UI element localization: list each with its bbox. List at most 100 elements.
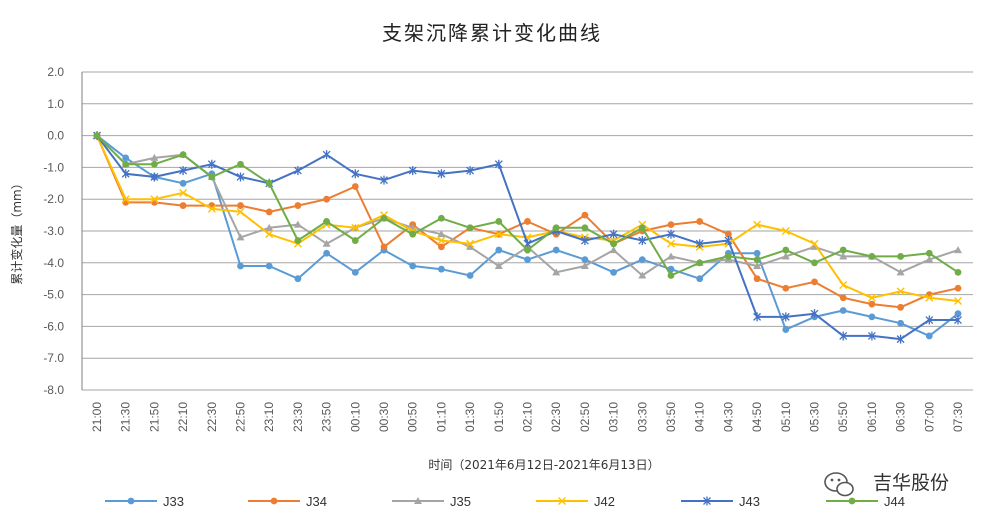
data-point (179, 188, 188, 197)
series-line (96, 134, 959, 337)
data-point (897, 253, 904, 260)
data-point (868, 253, 876, 260)
data-point (524, 218, 531, 225)
data-point (954, 284, 962, 292)
x-tick-label: 06:10 (865, 402, 879, 432)
x-tick-label: 00:30 (377, 402, 391, 432)
data-point (121, 169, 130, 179)
data-point (667, 252, 675, 260)
x-tick-label: 04:50 (750, 402, 764, 432)
series-j33 (93, 132, 962, 340)
data-point (725, 230, 732, 238)
data-point (494, 230, 503, 239)
series-j34 (93, 132, 962, 311)
data-point (638, 236, 647, 246)
series-layer (93, 131, 962, 344)
data-point (466, 224, 474, 232)
data-point (207, 159, 216, 169)
data-point (265, 262, 273, 270)
legend-item-j44: J44 (826, 494, 905, 509)
y-tick-label: 2.0 (47, 65, 64, 79)
data-point (810, 309, 819, 319)
data-point (925, 332, 933, 340)
data-point (466, 239, 475, 248)
data-point (667, 229, 675, 239)
data-point (954, 315, 962, 325)
data-point (609, 246, 618, 254)
data-point (495, 218, 503, 225)
watermark: 吉华股份 (824, 472, 949, 497)
data-point (495, 246, 503, 254)
data-point (610, 268, 617, 276)
x-tick-label: 23:50 (320, 402, 334, 432)
data-point (437, 169, 446, 179)
data-point (294, 237, 302, 244)
data-point (466, 272, 474, 279)
data-point (236, 207, 245, 216)
data-point (265, 179, 273, 187)
data-point (558, 497, 566, 505)
data-point (237, 202, 244, 209)
x-tick-label: 23:30 (291, 402, 305, 432)
data-point (408, 166, 417, 176)
data-point (867, 331, 876, 341)
x-tick-label: 03:50 (664, 402, 678, 432)
x-tick-label: 05:50 (836, 402, 850, 432)
data-point (409, 262, 417, 270)
data-point (810, 239, 819, 248)
data-point (581, 211, 589, 219)
legend: J33 J34 J35 J42 J43 J44 (105, 494, 905, 509)
data-point (380, 175, 388, 185)
legend-label: J33 (163, 494, 184, 509)
data-point (925, 249, 933, 257)
series-line (96, 134, 959, 277)
y-tick-label: -6.0 (43, 319, 64, 333)
data-point (121, 195, 130, 204)
data-point (208, 173, 216, 181)
data-point (414, 497, 422, 504)
data-point (409, 230, 417, 238)
data-point (524, 256, 531, 264)
data-point (270, 497, 278, 505)
data-point (351, 169, 360, 179)
x-tick-label: 05:10 (779, 402, 793, 432)
data-point (782, 284, 790, 292)
x-tick-label: 03:30 (635, 402, 649, 432)
data-point (667, 272, 675, 279)
data-point (438, 214, 445, 222)
x-tick-label: 21:00 (90, 402, 104, 432)
data-point (868, 300, 876, 308)
data-point (179, 179, 187, 187)
legend-item-j33: J33 (105, 494, 184, 509)
data-point (265, 230, 274, 239)
data-point (638, 256, 646, 264)
x-tick-label: 04:10 (693, 402, 707, 432)
data-point (839, 294, 847, 302)
data-point (438, 243, 445, 251)
legend-item-j35: J35 (392, 494, 471, 509)
data-point (294, 275, 302, 283)
data-point (524, 246, 531, 254)
y-tick-label: -8.0 (43, 383, 64, 397)
data-point (703, 496, 711, 506)
legend-item-j43: J43 (681, 494, 760, 509)
data-point (580, 261, 589, 269)
data-point (437, 230, 446, 238)
y-tick-label: -4.0 (43, 256, 64, 270)
data-point (695, 239, 704, 249)
data-point (438, 265, 445, 273)
data-point (294, 202, 302, 209)
data-point (696, 218, 704, 225)
data-point (925, 255, 934, 263)
gridlines (81, 71, 973, 391)
data-point (839, 331, 848, 341)
y-tick-label: -7.0 (43, 351, 64, 365)
y-tick-label: -1.0 (43, 160, 64, 174)
data-point (437, 236, 446, 245)
data-point (236, 172, 245, 182)
legend-label: J42 (594, 494, 615, 509)
legend-item-j42: J42 (536, 494, 615, 509)
data-point (839, 307, 847, 314)
data-point (150, 172, 159, 182)
data-point (753, 275, 761, 283)
